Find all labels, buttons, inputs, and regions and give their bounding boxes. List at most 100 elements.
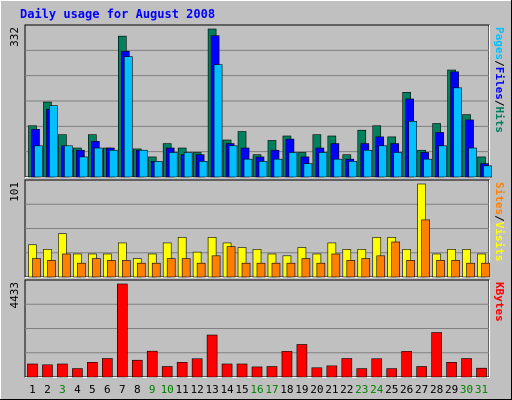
x-tick-label-day-11: 11 — [176, 383, 189, 396]
x-tick-label-day-15: 15 — [235, 383, 248, 396]
bar-pages-day-6 — [109, 149, 118, 178]
bar-kbytes-day-3 — [57, 363, 68, 378]
bar-pages-day-22 — [348, 161, 358, 178]
bar-kbytes-day-10 — [161, 366, 173, 378]
x-tick-label-day-9: 9 — [149, 383, 156, 396]
x-tick-label-day-27: 27 — [415, 383, 428, 396]
x-tick-label-day-26: 26 — [400, 383, 413, 396]
bar-sites-day-28 — [436, 260, 445, 278]
bar-pages-day-24 — [378, 145, 388, 178]
x-tick-label-day-18: 18 — [280, 383, 293, 396]
bar-pages-day-29 — [453, 87, 462, 178]
bar-pages-day-14 — [228, 145, 238, 178]
bar-pages-day-13 — [213, 64, 223, 178]
bar-kbytes-day-31 — [476, 367, 487, 378]
bar-kbytes-day-11 — [176, 362, 188, 378]
x-tick-label-day-8: 8 — [134, 383, 141, 396]
bar-kbytes-day-8 — [131, 359, 143, 378]
x-tick-label-day-6: 6 — [104, 383, 111, 396]
bar-pages-day-1 — [34, 145, 43, 178]
x-tick-label-day-21: 21 — [325, 383, 338, 396]
x-tick-label-day-14: 14 — [220, 383, 234, 396]
bar-pages-day-4 — [79, 156, 88, 178]
bar-sites-day-6 — [107, 260, 116, 278]
bar-pages-day-18 — [288, 152, 298, 178]
bar-sites-day-24 — [376, 255, 386, 278]
bar-sites-day-16 — [256, 262, 266, 278]
x-tick-label-day-16: 16 — [250, 383, 263, 396]
bar-pages-day-8 — [138, 149, 148, 178]
bar-sites-day-23 — [361, 258, 371, 278]
bar-pages-day-2 — [49, 105, 58, 178]
bar-kbytes-day-17 — [266, 366, 278, 378]
legend-item-files: Files — [493, 67, 506, 100]
bar-kbytes-day-1 — [27, 363, 38, 378]
x-tick-label-day-12: 12 — [191, 383, 204, 396]
legend-item-pages: Pages — [493, 27, 506, 60]
x-tick-label-day-13: 13 — [205, 383, 218, 396]
bar-kbytes-day-24 — [371, 358, 383, 378]
panel-top-legend: Pages/Files/Hits — [493, 27, 506, 133]
bar-pages-day-11 — [183, 152, 193, 178]
bar-sites-day-29 — [451, 260, 460, 278]
bar-kbytes-day-6 — [102, 358, 113, 378]
x-tick-label-day-5: 5 — [89, 383, 96, 396]
bar-pages-day-23 — [363, 149, 373, 178]
bar-kbytes-day-4 — [72, 368, 83, 378]
bar-sites-day-18 — [286, 262, 296, 278]
bar-kbytes-day-16 — [251, 366, 263, 378]
bar-kbytes-day-25 — [386, 368, 398, 378]
bar-kbytes-day-26 — [401, 351, 412, 378]
bar-sites-day-26 — [406, 260, 415, 278]
bar-sites-day-21 — [331, 253, 341, 278]
x-tick-label-day-3: 3 — [59, 383, 66, 396]
bar-kbytes-day-29 — [446, 362, 457, 378]
legend-item-kbytes: KBytes — [493, 282, 506, 322]
bar-pages-day-21 — [333, 158, 343, 178]
bar-kbytes-day-13 — [206, 334, 218, 378]
bar-kbytes-day-7 — [116, 283, 128, 378]
bar-pages-day-7 — [123, 56, 133, 178]
bar-sites-day-1 — [32, 258, 41, 278]
x-tick-label-day-30: 30 — [460, 383, 473, 396]
x-tick-label-day-23: 23 — [355, 383, 368, 396]
bar-kbytes-day-23 — [356, 368, 368, 378]
bar-pages-day-19 — [303, 163, 313, 178]
x-tick-label-day-22: 22 — [340, 383, 353, 396]
bar-pages-day-27 — [423, 158, 432, 178]
bar-kbytes-day-9 — [146, 350, 158, 378]
bar-kbytes-day-21 — [326, 365, 338, 378]
bar-sites-day-31 — [481, 262, 490, 278]
bar-kbytes-day-15 — [236, 363, 248, 378]
bar-pages-day-30 — [468, 147, 477, 178]
legend-item-sep: / — [493, 100, 506, 107]
panel-top: 332 Pages/Files/Hits — [8, 24, 506, 178]
bar-sites-day-5 — [92, 258, 101, 278]
bar-sites-day-14 — [226, 246, 236, 278]
bar-sites-day-7 — [121, 260, 131, 278]
x-tick-label-day-20: 20 — [310, 383, 323, 396]
panel-middle-max-label: 101 — [8, 182, 21, 202]
bar-kbytes-day-19 — [296, 344, 308, 378]
bar-pages-day-9 — [153, 161, 163, 178]
x-tick-label-day-31: 31 — [475, 383, 488, 396]
bar-pages-day-25 — [393, 152, 403, 178]
x-tick-label-day-17: 17 — [265, 383, 278, 396]
bar-sites-day-17 — [271, 262, 281, 278]
x-tick-label-day-19: 19 — [295, 383, 308, 396]
bar-sites-day-19 — [301, 258, 311, 278]
bar-pages-day-15 — [243, 158, 253, 178]
bar-kbytes-day-14 — [221, 363, 233, 378]
x-tick-label-day-10: 10 — [161, 383, 174, 396]
bar-kbytes-day-30 — [461, 358, 472, 378]
bar-pages-day-16 — [258, 161, 268, 178]
bar-sites-day-25 — [391, 241, 401, 278]
panel-middle: 101 Sites/Visits — [8, 179, 506, 278]
legend-item-hits: Hits — [493, 107, 506, 134]
panel-bottom-legend: KBytes — [493, 282, 506, 322]
bar-kbytes-day-12 — [191, 358, 203, 378]
bar-sites-day-30 — [466, 262, 475, 278]
chart-title: Daily usage for August 2008 — [20, 7, 215, 21]
